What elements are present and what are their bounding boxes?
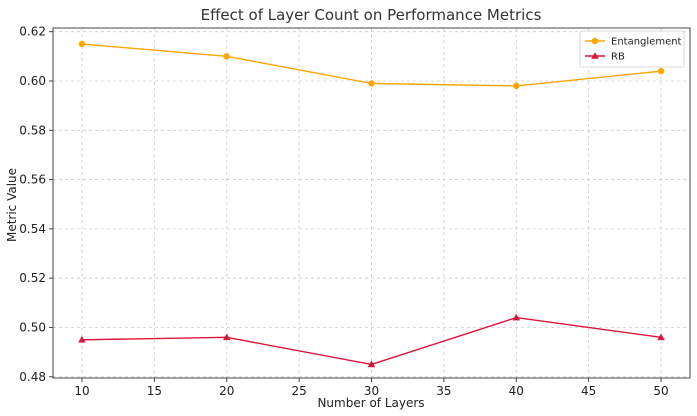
legend: Entanglement RB (579, 30, 685, 68)
y-tick-label: 0.62 (19, 25, 46, 39)
data-point-entanglement (368, 80, 375, 87)
y-tick-label: 0.60 (19, 74, 46, 88)
y-tick-label: 0.50 (19, 320, 46, 334)
x-tick-label: 35 (436, 384, 451, 398)
data-point-rb (512, 313, 521, 321)
y-tick-label: 0.58 (19, 123, 46, 137)
x-tick-label: 40 (509, 384, 524, 398)
data-point-rb (222, 333, 231, 341)
legend-label-entanglement: Entanglement (611, 37, 682, 48)
y-axis-label: Metric Value (5, 168, 19, 242)
tick-layer: 10 15 20 25 30 35 40 45 50 0.48 0.50 0.52 0.54 0.56 0.… (19, 25, 668, 398)
data-point-entanglement (657, 67, 665, 75)
x-tick-label: 50 (653, 384, 668, 398)
data-point-entanglement (78, 40, 86, 48)
series-layer (78, 40, 665, 368)
x-tick-label: 45 (581, 384, 596, 398)
legend-marker-entanglement (591, 37, 599, 45)
data-point-rb (367, 360, 376, 368)
data-point-entanglement (513, 82, 520, 90)
y-tick-label: 0.52 (19, 271, 46, 285)
series-rb (78, 313, 665, 368)
legend-label-rb: RB (611, 52, 625, 63)
legend-box (579, 30, 685, 68)
legend-marker-rb (591, 52, 599, 59)
y-tick-label: 0.54 (19, 222, 46, 236)
data-point-rb (657, 333, 665, 341)
y-tick-label: 0.56 (19, 173, 46, 187)
x-tick-label: 20 (219, 384, 234, 398)
x-tick-label: 15 (147, 384, 162, 398)
y-tick-label: 0.48 (19, 370, 46, 384)
x-tick-label: 30 (364, 384, 379, 398)
data-point-rb (78, 335, 86, 343)
x-axis-label: Number of Layers (317, 396, 424, 410)
chart-title: Effect of Layer Count on Performance Met… (201, 6, 542, 24)
x-tick-label: 25 (291, 384, 306, 398)
series-entanglement (78, 40, 665, 90)
x-tick-label: 10 (74, 384, 89, 398)
data-point-entanglement (223, 53, 230, 60)
